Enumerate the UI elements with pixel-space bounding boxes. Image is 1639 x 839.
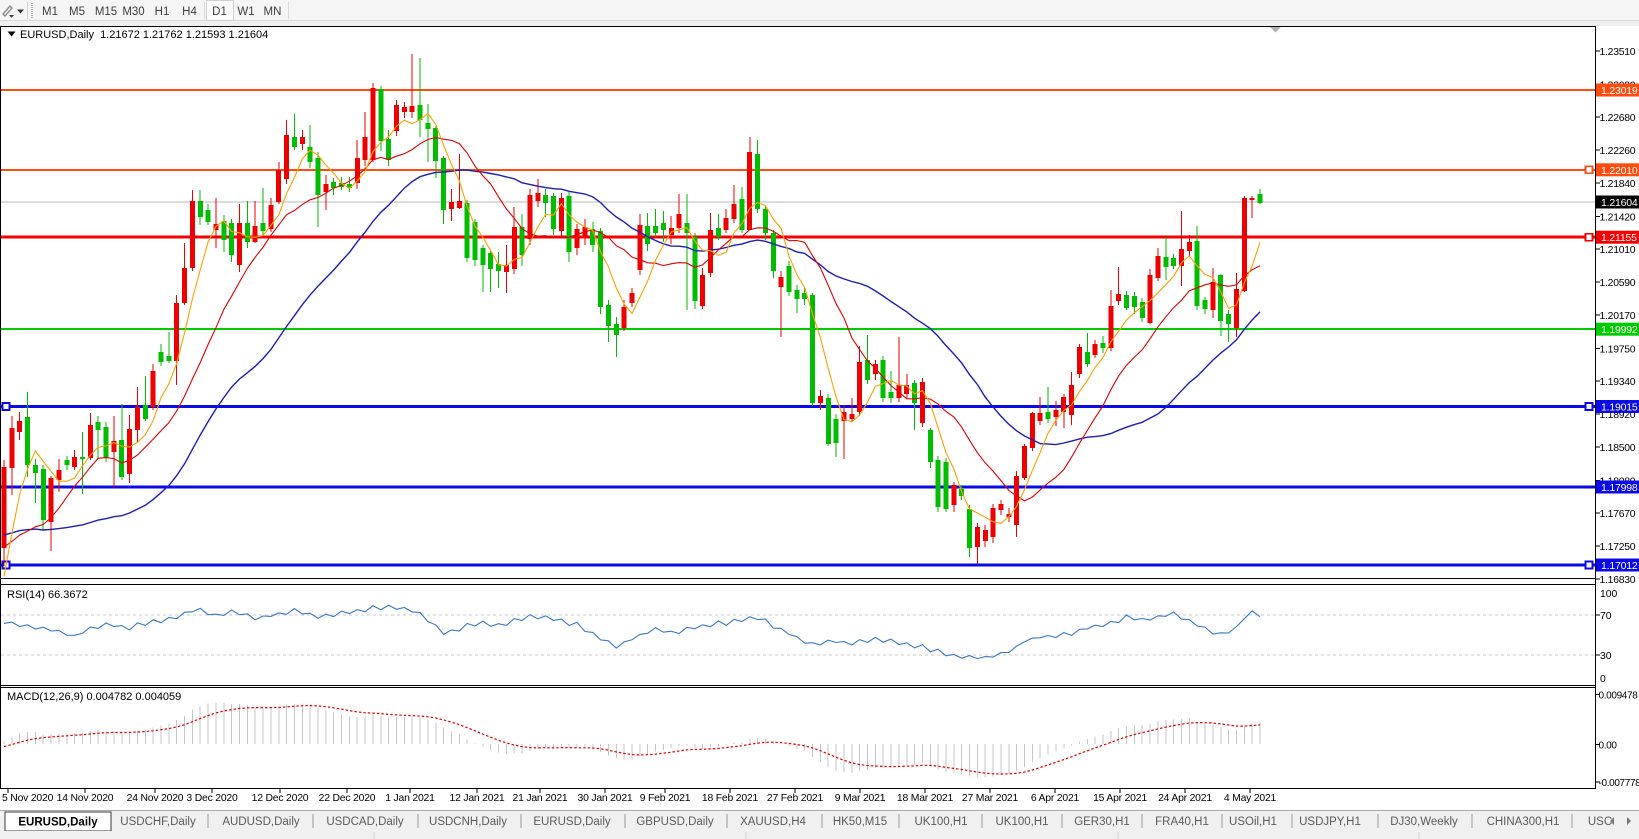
svg-text:0.00: 0.00 (1599, 740, 1618, 751)
svg-text:M1: M1 (42, 6, 58, 18)
svg-text:6 Apr 2021: 6 Apr 2021 (1031, 793, 1080, 804)
svg-text:27 Feb 2021: 27 Feb 2021 (767, 793, 824, 804)
svg-text:1.20590: 1.20590 (1600, 278, 1636, 289)
svg-text:1.20170: 1.20170 (1600, 311, 1636, 322)
svg-text:M5: M5 (69, 6, 85, 18)
svg-text:14 Nov 2020: 14 Nov 2020 (57, 793, 114, 804)
svg-text:1.21010: 1.21010 (1600, 245, 1636, 256)
svg-text:H1: H1 (155, 6, 170, 18)
svg-text:21 Jan 2021: 21 Jan 2021 (513, 793, 568, 804)
svg-text:MACD(12,26,9) 0.004782 0.00405: MACD(12,26,9) 0.004782 0.004059 (7, 691, 181, 703)
svg-text:1.21604: 1.21604 (1601, 197, 1638, 209)
svg-text:12 Jan 2021: 12 Jan 2021 (450, 793, 505, 804)
svg-text:1.22680: 1.22680 (1600, 113, 1636, 124)
svg-text:1.19340: 1.19340 (1600, 377, 1636, 388)
svg-text:22 Dec 2020: 22 Dec 2020 (319, 793, 376, 804)
svg-text:100: 100 (1600, 589, 1618, 600)
svg-text:70: 70 (1600, 611, 1612, 622)
svg-text:HK50,M15: HK50,M15 (833, 816, 887, 828)
svg-text:9 Feb 2021: 9 Feb 2021 (640, 793, 691, 804)
svg-text:1.19015: 1.19015 (1601, 402, 1638, 414)
svg-text:FRA40,H1: FRA40,H1 (1155, 816, 1209, 828)
svg-text:XAUUSD,H4: XAUUSD,H4 (740, 816, 806, 828)
svg-text:1.16830: 1.16830 (1600, 575, 1636, 586)
svg-text:24 Nov 2020: 24 Nov 2020 (127, 793, 184, 804)
svg-text:3 Dec 2020: 3 Dec 2020 (186, 793, 238, 804)
svg-text:M15: M15 (95, 6, 117, 18)
svg-text:30 Jan 2021: 30 Jan 2021 (578, 793, 633, 804)
svg-text:1 Jan 2021: 1 Jan 2021 (385, 793, 435, 804)
svg-text:USDCNH,Daily: USDCNH,Daily (429, 816, 507, 828)
svg-text:24 Apr 2021: 24 Apr 2021 (1158, 793, 1212, 804)
svg-text:1.17250: 1.17250 (1600, 542, 1636, 553)
svg-text:1.18920: 1.18920 (1600, 410, 1636, 421)
svg-text:USDJPY,H1: USDJPY,H1 (1299, 816, 1361, 828)
svg-text:1.23510: 1.23510 (1600, 47, 1636, 58)
svg-text:9 Mar 2021: 9 Mar 2021 (835, 793, 886, 804)
svg-text:27 Mar 2021: 27 Mar 2021 (962, 793, 1019, 804)
svg-text:RSI(14) 66.3672: RSI(14) 66.3672 (7, 589, 88, 601)
svg-text:EURUSD,Daily: EURUSD,Daily (533, 816, 611, 828)
svg-text:1.19750: 1.19750 (1600, 344, 1636, 355)
svg-text:1.21840: 1.21840 (1600, 179, 1636, 190)
svg-text:1.17998: 1.17998 (1601, 482, 1638, 494)
svg-text:UK100,H1: UK100,H1 (995, 816, 1048, 828)
svg-text:1.17670: 1.17670 (1600, 509, 1636, 520)
svg-text:DJ30,Weekly: DJ30,Weekly (1390, 816, 1458, 828)
svg-text:CHINA300,H1: CHINA300,H1 (1487, 816, 1560, 828)
svg-text:UK100,H1: UK100,H1 (914, 816, 967, 828)
svg-text:1.23019: 1.23019 (1601, 85, 1638, 97)
svg-text:1.22010: 1.22010 (1601, 165, 1638, 177)
svg-text:USDCAD,Daily: USDCAD,Daily (326, 816, 404, 828)
svg-text:1.18500: 1.18500 (1600, 443, 1636, 454)
svg-text:M30: M30 (122, 6, 144, 18)
svg-text:W1: W1 (237, 6, 254, 18)
svg-text:0.009478: 0.009478 (1599, 691, 1639, 702)
svg-text:30: 30 (1600, 651, 1612, 662)
svg-text:0: 0 (1600, 674, 1606, 685)
svg-text:GBPUSD,Daily: GBPUSD,Daily (636, 816, 714, 828)
svg-text:4 May 2021: 4 May 2021 (1224, 793, 1277, 804)
svg-text:1.19992: 1.19992 (1601, 324, 1638, 336)
svg-text:EURUSD,Daily: EURUSD,Daily (18, 817, 98, 829)
svg-text:-0.007778: -0.007778 (1599, 778, 1639, 789)
svg-text:MN: MN (264, 6, 282, 18)
svg-text:15 Apr 2021: 15 Apr 2021 (1093, 793, 1147, 804)
svg-text:1.22260: 1.22260 (1600, 146, 1636, 157)
svg-text:1.21420: 1.21420 (1600, 212, 1636, 223)
svg-text:12 Dec 2020: 12 Dec 2020 (252, 793, 309, 804)
svg-text:AUDUSD,Daily: AUDUSD,Daily (222, 816, 300, 828)
svg-text:18 Mar 2021: 18 Mar 2021 (897, 793, 954, 804)
svg-text:D1: D1 (212, 6, 227, 18)
svg-text:1.17012: 1.17012 (1601, 560, 1638, 572)
svg-text:GER30,H1: GER30,H1 (1074, 816, 1130, 828)
svg-text:EURUSD,Daily 1.21672 1.21762: EURUSD,Daily 1.21672 1.21762 1.21593 1.2… (20, 29, 268, 41)
svg-text:1.21155: 1.21155 (1601, 232, 1637, 244)
svg-text:USDCHF,Daily: USDCHF,Daily (120, 816, 196, 828)
svg-text:5 Nov 2020: 5 Nov 2020 (2, 793, 54, 804)
svg-text:USC: USC (1588, 816, 1612, 828)
svg-text:18 Feb 2021: 18 Feb 2021 (702, 793, 759, 804)
svg-text:H4: H4 (182, 6, 197, 18)
svg-text:USOil,H1: USOil,H1 (1229, 816, 1277, 828)
